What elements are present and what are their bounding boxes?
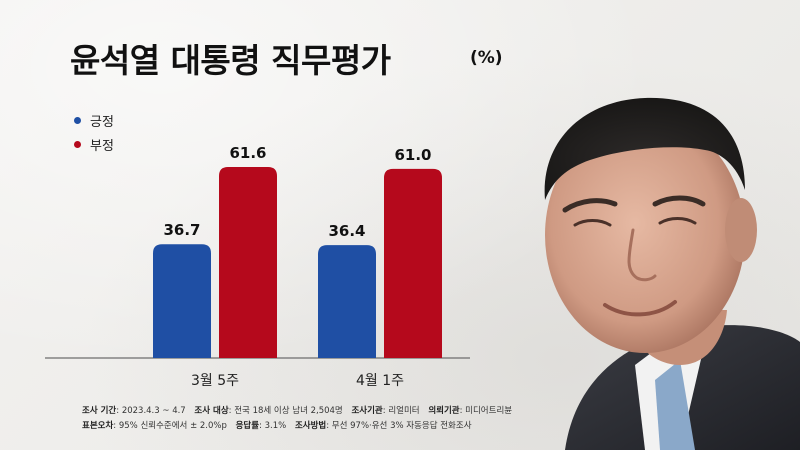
legend: 긍정 부정: [74, 108, 114, 156]
survey-footnote: 조사 기간: 2023.4.3 ~ 4.7 조사 대상: 전국 18세 이상 남…: [82, 404, 518, 434]
category-label-2: 4월 1주: [356, 373, 404, 389]
data-label-positive-2: 36.4: [328, 222, 365, 240]
footnote-target: 조사 대상: 전국 18세 이상 남녀 2,504명: [194, 406, 343, 416]
legend-label-positive: 긍정: [90, 114, 114, 130]
footnote-client: 의뢰기관: 미디어트리뷴: [428, 406, 513, 416]
footnote-line-2: 표본오차: 95% 신뢰수준에서 ± 2.0%p 응답률: 3.1% 조사방법:…: [82, 419, 518, 434]
data-label-positive-1: 36.7: [163, 221, 200, 239]
footnote-period: 조사 기간: 2023.4.3 ~ 4.7: [82, 406, 186, 416]
bar-positive-1: [153, 244, 211, 358]
legend-item-positive: 긍정: [74, 108, 114, 132]
legend-label-negative: 부정: [90, 138, 114, 154]
legend-item-negative: 부정: [74, 132, 114, 156]
footnote-error: 표본오차: 95% 신뢰수준에서 ± 2.0%p: [82, 421, 227, 431]
legend-swatch-positive: [74, 116, 81, 124]
bar-positive-2: [318, 245, 376, 358]
chart-title: 윤석열 대통령 직무평가: [70, 41, 391, 80]
footnote-response-rate: 응답률: 3.1%: [235, 421, 287, 431]
president-portrait: [544, 97, 800, 450]
data-label-negative-1: 61.6: [229, 144, 266, 162]
legend-swatch-negative: [74, 140, 81, 148]
footnote-line-1: 조사 기간: 2023.4.3 ~ 4.7 조사 대상: 전국 18세 이상 남…: [82, 404, 518, 419]
unit-label: (%): [470, 48, 503, 68]
footnote-method: 조사방법: 무선 97%·유선 3% 자동응답 전화조사: [294, 421, 472, 431]
data-label-negative-2: 61.0: [394, 146, 431, 164]
bar-negative-1: [219, 167, 277, 358]
category-label-1: 3월 5주: [191, 373, 239, 389]
bar-negative-2: [384, 168, 442, 358]
footnote-agency: 조사기관: 리얼미터: [351, 406, 420, 416]
